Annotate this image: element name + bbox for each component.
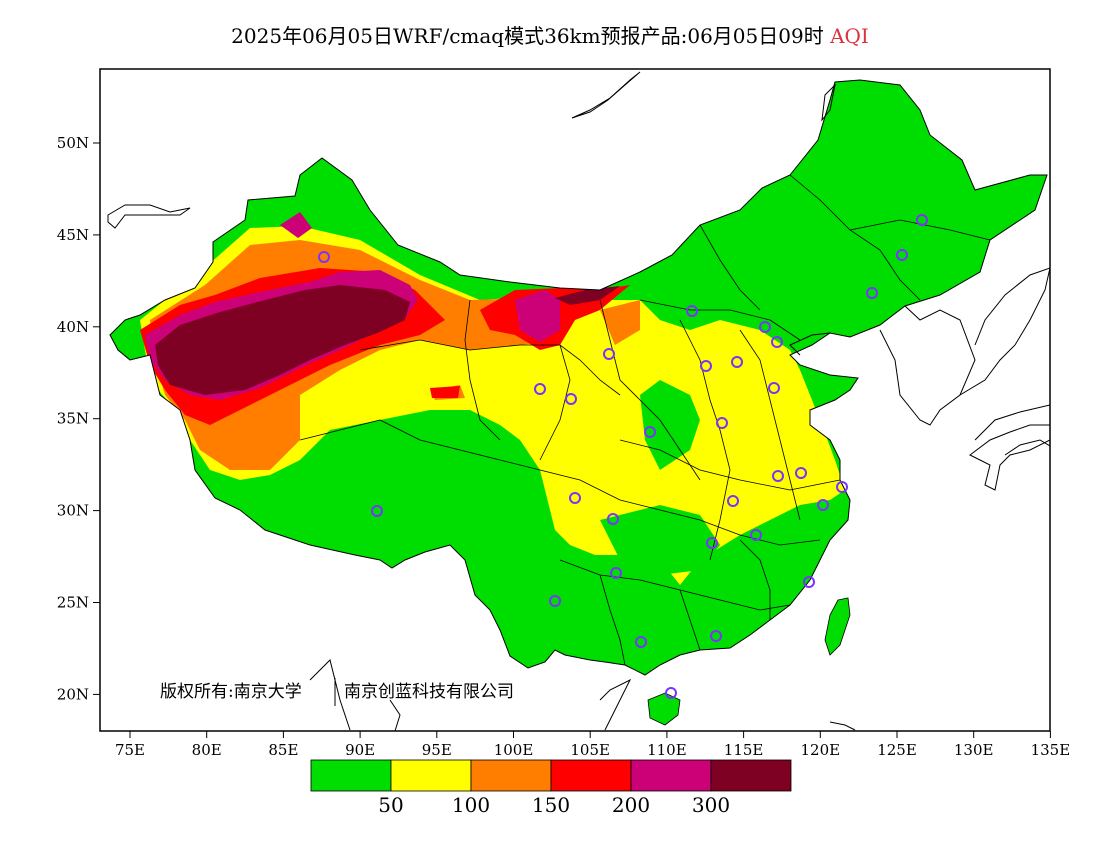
title-variable: AQI xyxy=(830,24,869,48)
station-marker[interactable] xyxy=(644,426,656,438)
station-marker[interactable] xyxy=(771,336,783,348)
station-marker[interactable] xyxy=(750,529,762,541)
legend-label: 50 xyxy=(378,793,403,817)
aqi-region-good-inner-2 xyxy=(600,505,720,575)
lat-tick-label: 35N xyxy=(57,410,89,428)
station-markers xyxy=(318,214,928,699)
lon-tick-label: 130E xyxy=(954,741,994,759)
station-marker[interactable] xyxy=(706,537,718,549)
lon-tick-label: 95E xyxy=(422,741,452,759)
legend-swatch xyxy=(710,759,792,792)
lon-tick-label: 120E xyxy=(801,741,841,759)
province-boundaries xyxy=(299,174,991,666)
station-marker[interactable] xyxy=(795,467,807,479)
legend-swatch xyxy=(630,759,712,792)
station-marker[interactable] xyxy=(635,636,647,648)
station-marker[interactable] xyxy=(896,249,908,261)
lon-tick-label: 75E xyxy=(115,741,145,759)
aqi-region-unhealthy-3 xyxy=(430,386,460,398)
legend-swatch xyxy=(310,759,392,792)
aqi-region-hazardous-2 xyxy=(555,286,620,305)
station-marker[interactable] xyxy=(371,505,383,517)
legend-label: 150 xyxy=(532,793,570,817)
lon-tick-label: 90E xyxy=(345,741,375,759)
lon-tick-label: 85E xyxy=(268,741,298,759)
station-marker[interactable] xyxy=(665,687,677,699)
aqi-region-moderate-sichuan xyxy=(560,420,640,540)
title-text: 2025年06月05日WRF/cmaq模式36km预报产品:06月05日09时 xyxy=(231,24,824,48)
station-marker[interactable] xyxy=(803,576,815,588)
legend-label: 200 xyxy=(612,793,650,817)
legend-swatch xyxy=(470,759,552,792)
station-marker[interactable] xyxy=(727,495,739,507)
lon-tick-label: 135E xyxy=(1031,741,1071,759)
aqi-region-hazardous xyxy=(155,285,410,395)
station-marker[interactable] xyxy=(607,513,619,525)
lon-tick-label: 80E xyxy=(192,741,222,759)
lon-tick-label: 105E xyxy=(570,741,610,759)
legend-label: 300 xyxy=(692,793,730,817)
lat-tick-label: 30N xyxy=(57,502,89,520)
lat-tick-label: 25N xyxy=(57,594,89,612)
station-marker[interactable] xyxy=(716,417,728,429)
station-marker[interactable] xyxy=(569,492,581,504)
station-marker[interactable] xyxy=(836,481,848,493)
copyright-company: 南京创蓝科技有限公司 xyxy=(344,682,514,702)
aqi-region-usg-2 xyxy=(600,300,640,345)
station-marker[interactable] xyxy=(565,393,577,405)
station-marker[interactable] xyxy=(768,382,780,394)
longitude-axis: 75E 80E 85E 90E 95E 100E 105E 110E 115E 120E 125E 1… xyxy=(115,731,1070,759)
station-marker[interactable] xyxy=(817,499,829,511)
aqi-region-very-unhealthy-3 xyxy=(280,212,312,238)
station-marker[interactable] xyxy=(549,595,561,607)
aqi-region-very-unhealthy-2 xyxy=(515,290,560,342)
station-marker[interactable] xyxy=(731,356,743,368)
station-marker[interactable] xyxy=(759,321,771,333)
station-marker[interactable] xyxy=(772,470,784,482)
lat-tick-label: 50N xyxy=(57,134,89,152)
neighbor-coastlines xyxy=(107,71,1050,731)
lat-tick-label: 20N xyxy=(57,685,89,703)
lat-tick-label: 40N xyxy=(57,318,89,336)
lon-tick-label: 115E xyxy=(724,741,764,759)
lon-tick-label: 100E xyxy=(494,741,534,759)
station-marker[interactable] xyxy=(603,348,615,360)
lon-tick-label: 125E xyxy=(877,741,917,759)
latitude-axis: 50N 45N 40N 35N 30N 25N 20N xyxy=(57,134,100,703)
aqi-legend: 50 100 150 200 300 xyxy=(310,759,792,817)
taiwan-island xyxy=(824,597,851,656)
station-marker[interactable] xyxy=(534,383,546,395)
copyright-owner: 版权所有:南京大学 xyxy=(160,682,302,702)
station-marker[interactable] xyxy=(318,251,330,263)
station-marker[interactable] xyxy=(710,630,722,642)
legend-swatch xyxy=(550,759,632,792)
lat-tick-label: 45N xyxy=(57,226,89,244)
lon-tick-label: 110E xyxy=(647,741,687,759)
station-marker[interactable] xyxy=(916,214,928,226)
station-marker[interactable] xyxy=(610,567,622,579)
map-title: 2025年06月05日WRF/cmaq模式36km预报产品:06月05日09时 … xyxy=(0,20,1100,49)
station-marker[interactable] xyxy=(700,360,712,372)
station-marker[interactable] xyxy=(686,305,698,317)
station-marker[interactable] xyxy=(866,287,878,299)
aqi-region-good-inner xyxy=(640,380,700,470)
china-border xyxy=(109,79,1048,676)
legend-swatch xyxy=(390,759,472,792)
legend-label: 100 xyxy=(452,793,490,817)
